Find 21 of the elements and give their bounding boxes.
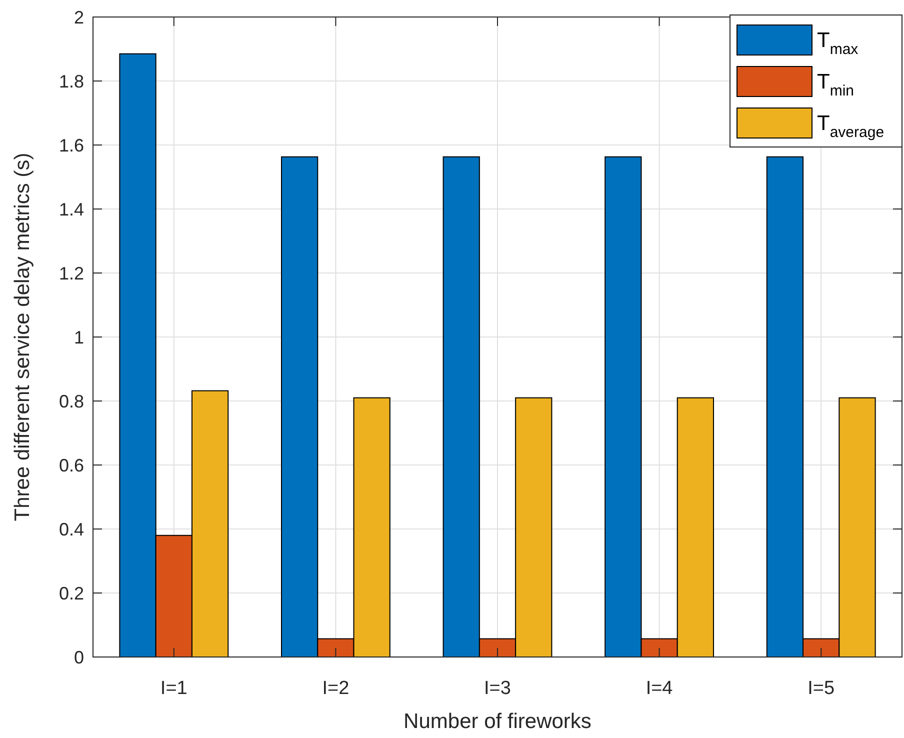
y-tick-label: 1.8 [58, 71, 84, 92]
y-tick-label: 0.6 [58, 455, 84, 476]
y-tick-label: 1 [74, 327, 84, 348]
y-tick-label: 0 [74, 647, 84, 668]
y-tick-label: 0.2 [58, 583, 84, 604]
legend-label: T$_{min}$ [817, 70, 854, 100]
y-tick-label: 1.4 [58, 199, 84, 220]
x-tick-label: I=4 [646, 678, 674, 699]
x-axis-title: Number of fireworks [404, 710, 592, 733]
y-axis-title: Three different service delay metrics (s) [11, 152, 34, 522]
y-tick-label: 0.4 [58, 519, 84, 540]
legend-label: T$_{average}$ [817, 112, 884, 141]
y-tick-label: 0.8 [58, 391, 84, 412]
x-tick-label: I=1 [160, 678, 188, 699]
y-tick-label: 1.6 [58, 135, 84, 156]
x-tick-label: I=3 [484, 678, 511, 699]
x-tick-label: I=2 [322, 678, 350, 699]
y-tick-label: 1.2 [58, 263, 84, 284]
x-tick-label: I=5 [808, 678, 835, 699]
y-tick-label: 2 [74, 7, 84, 28]
legend-label: T$_{max}$ [817, 29, 859, 58]
